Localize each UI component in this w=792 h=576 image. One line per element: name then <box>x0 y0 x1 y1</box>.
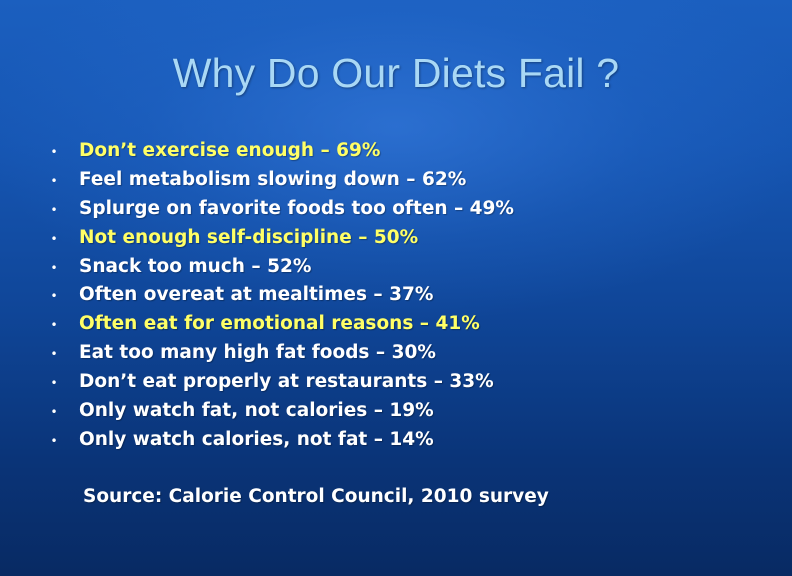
bullet-icon: • <box>50 202 58 217</box>
list-item-text: Snack too much – 52% <box>79 255 312 277</box>
bullet-list: • Don’t exercise enough – 69% • Feel met… <box>0 137 792 455</box>
bullet-icon: • <box>50 260 58 275</box>
bullet-icon: • <box>50 433 58 448</box>
bullet-icon: • <box>50 173 58 188</box>
list-item: • Don’t eat properly at restaurants – 33… <box>0 368 792 397</box>
list-item-text: Don’t eat properly at restaurants – 33% <box>79 371 494 393</box>
list-item: • Snack too much – 52% <box>0 253 792 282</box>
list-item-text: Not enough self-discipline – 50% <box>79 226 419 248</box>
bullet-icon: • <box>50 347 58 362</box>
bullet-icon: • <box>50 289 58 304</box>
bullet-icon: • <box>50 405 58 420</box>
list-item: • Feel metabolism slowing down – 62% <box>0 166 792 195</box>
list-item: • Splurge on favorite foods too often – … <box>0 195 792 224</box>
list-item: • Often overeat at mealtimes – 37% <box>0 281 792 310</box>
list-item-text: Only watch fat, not calories – 19% <box>79 400 434 422</box>
list-item-text: Often eat for emotional reasons – 41% <box>79 313 480 335</box>
list-item-text: Eat too many high fat foods – 30% <box>79 342 436 364</box>
bullet-icon: • <box>50 231 58 246</box>
list-item-text: Don’t exercise enough – 69% <box>79 140 381 161</box>
bullet-icon: • <box>50 145 58 159</box>
list-item-text: Often overeat at mealtimes – 37% <box>79 284 434 306</box>
list-item: • Don’t exercise enough – 69% <box>0 137 792 166</box>
list-item: • Eat too many high fat foods – 30% <box>0 339 792 368</box>
bullet-icon: • <box>50 318 58 333</box>
list-item: • Only watch fat, not calories – 19% <box>0 397 792 426</box>
list-item-text: Splurge on favorite foods too often – 49… <box>79 197 514 219</box>
list-item-text: Only watch calories, not fat – 14% <box>79 428 434 450</box>
bullet-icon: • <box>50 376 58 391</box>
slide-title: Why Do Our Diets Fail ? <box>172 50 620 96</box>
list-item: • Often eat for emotional reasons – 41% <box>0 310 792 339</box>
source-citation: Source: Calorie Control Council, 2010 su… <box>83 486 549 507</box>
list-item: • Not enough self-discipline – 50% <box>0 224 792 253</box>
list-item: • Only watch calories, not fat – 14% <box>0 426 792 455</box>
list-item-text: Feel metabolism slowing down – 62% <box>79 168 467 190</box>
